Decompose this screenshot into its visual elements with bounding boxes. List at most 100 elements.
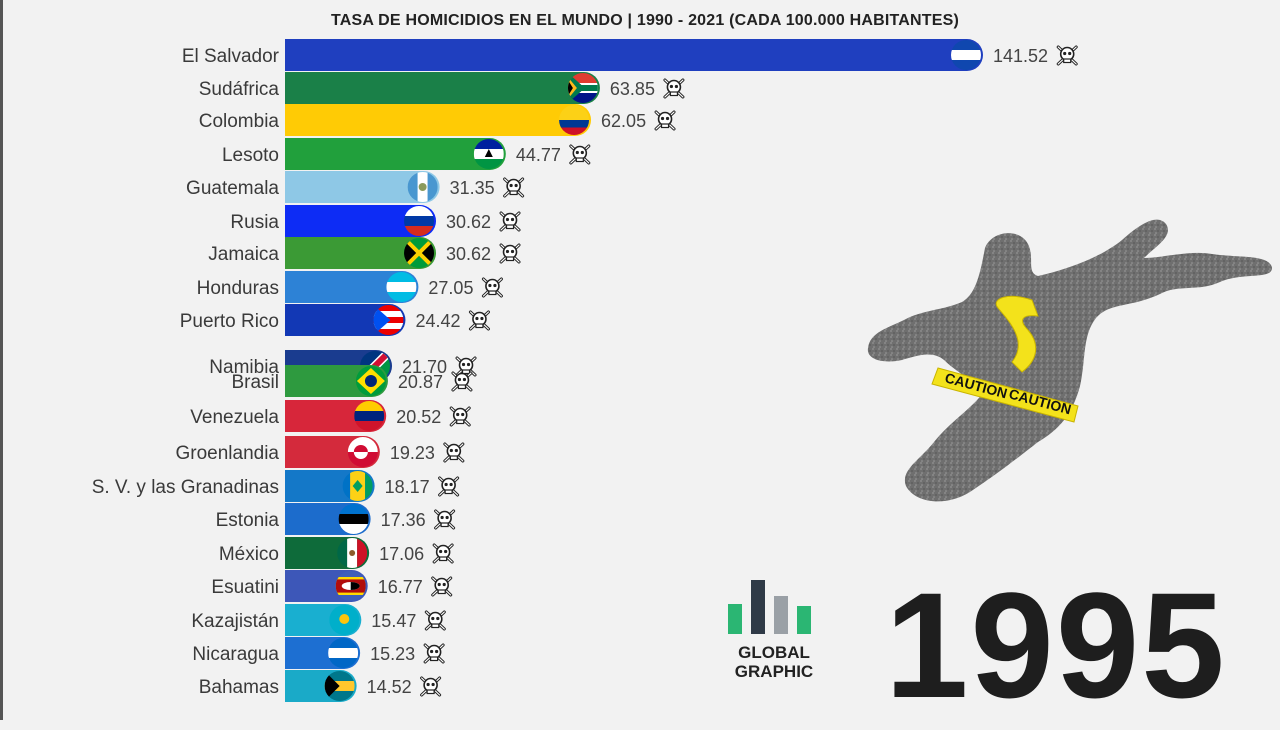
value-label: 17.36 (381, 510, 426, 530)
bar-row: Sudáfrica 63.85 (199, 72, 685, 104)
skull-crossbones-icon (569, 144, 591, 165)
skull-crossbones-icon (423, 643, 445, 664)
flag-mexico (337, 538, 368, 568)
bar (285, 104, 592, 136)
bar-row: Estonia 17.36 (216, 503, 456, 535)
flag-brazil (355, 366, 386, 396)
flag-honduras (386, 272, 417, 302)
value-label: 15.47 (371, 611, 416, 631)
flag-puerto-rico (373, 305, 404, 335)
value-label: 17.06 (379, 544, 424, 564)
category-label: El Salvador (182, 46, 280, 67)
skull-crossbones-icon (663, 78, 685, 99)
category-label: Jamaica (208, 244, 279, 265)
bar-row: Puerto Rico 24.42 (180, 304, 490, 336)
flag-lesotho (473, 139, 504, 169)
flag-russia (404, 206, 435, 236)
window-edge (0, 0, 3, 720)
bar-row: S. V. y las Granadinas 18.17 (92, 470, 460, 502)
bar-row: Lesoto 44.77 (222, 138, 591, 170)
value-label: 20.52 (396, 407, 441, 427)
skull-crossbones-icon (499, 211, 521, 232)
category-label: Honduras (197, 278, 279, 299)
category-label: México (219, 544, 279, 565)
bar-row: Brasil 20.87 (231, 365, 473, 397)
skull-crossbones-icon (443, 442, 465, 463)
skull-crossbones-icon (503, 177, 525, 198)
flag-south-africa (567, 73, 598, 103)
value-label: 21.70 (402, 357, 447, 377)
category-label: Sudáfrica (199, 79, 280, 100)
category-label: Guatemala (186, 178, 279, 199)
bar-row: El Salvador 141.52 (182, 39, 1078, 71)
skull-crossbones-icon (1056, 45, 1078, 66)
flag-venezuela (354, 401, 385, 431)
category-label: Brasil (231, 372, 279, 393)
skull-crossbones-icon (438, 476, 460, 497)
category-label: S. V. y las Granadinas (92, 477, 279, 498)
bar (285, 138, 506, 170)
bar-row: Esuatini 16.77 (211, 570, 453, 602)
value-label: 62.05 (601, 111, 646, 131)
body-silhouette (867, 219, 1272, 502)
value-label: 141.52 (993, 46, 1048, 66)
category-label: Venezuela (190, 407, 279, 428)
bar (285, 205, 437, 237)
flag-bahamas (324, 671, 355, 701)
category-label: Bahamas (199, 677, 279, 698)
skull-crossbones-icon (481, 277, 503, 298)
flag-el-salvador (951, 40, 981, 70)
logo-bar (774, 596, 788, 634)
category-label: Lesoto (222, 145, 279, 166)
bar-row: Jamaica 30.62 (208, 237, 521, 269)
bar-row: Bahamas 14.52 (199, 670, 442, 702)
skull-crossbones-icon (434, 509, 456, 530)
bar (285, 171, 440, 203)
skull-crossbones-icon (499, 243, 521, 264)
body-outline-illustration: CAUTION CAUTION (867, 219, 1272, 502)
flag-nicaragua (328, 638, 359, 668)
brand-line-2: GRAPHIC (734, 662, 814, 681)
year-counter: 1995 (885, 561, 1227, 729)
logo-bar (797, 606, 811, 634)
skull-crossbones-icon (432, 543, 454, 564)
flag-colombia (559, 105, 590, 135)
logo-bar (751, 580, 765, 634)
value-label: 63.85 (610, 79, 655, 99)
bar-row: Colombia 62.05 (199, 104, 676, 136)
bar-row: Rusia 30.62 (230, 205, 521, 237)
skull-crossbones-icon (654, 110, 676, 131)
bar (285, 271, 419, 303)
bar (285, 237, 437, 269)
bar-row: Groenlandia 19.23 (175, 436, 465, 468)
bar-row: Honduras 27.05 (197, 271, 503, 303)
category-label: Colombia (199, 111, 280, 132)
chart-title: TASA DE HOMICIDIOS EN EL MUNDO | 1990 - … (330, 12, 960, 29)
category-label: Kazajistán (191, 611, 279, 632)
bar-row: Nicaragua 15.23 (192, 637, 445, 669)
category-label: Estonia (216, 510, 280, 531)
brand-name: GLOBAL GRAPHIC (724, 643, 824, 681)
category-label: Groenlandia (175, 443, 279, 464)
value-label: 44.77 (516, 145, 561, 165)
flag-greenland (347, 437, 378, 467)
flag-jamaica (404, 238, 435, 268)
flag-guatemala (407, 172, 438, 202)
skull-crossbones-icon (424, 610, 446, 631)
global-graphic-logo-icon (728, 580, 811, 634)
skull-crossbones-icon (449, 406, 471, 427)
value-label: 15.23 (370, 644, 415, 664)
value-label: 30.62 (446, 212, 491, 232)
brand-line-1: GLOBAL (738, 643, 810, 662)
skull-crossbones-icon (420, 676, 442, 697)
flag-estonia (338, 504, 369, 534)
flag-kazakhstan (329, 605, 360, 635)
flag-eswatini (335, 571, 366, 601)
category-label: Puerto Rico (180, 311, 279, 332)
value-label: 18.17 (385, 477, 430, 497)
skull-crossbones-icon (431, 576, 453, 597)
category-label: Nicaragua (192, 644, 279, 665)
value-label: 31.35 (450, 178, 495, 198)
bar (285, 72, 600, 104)
